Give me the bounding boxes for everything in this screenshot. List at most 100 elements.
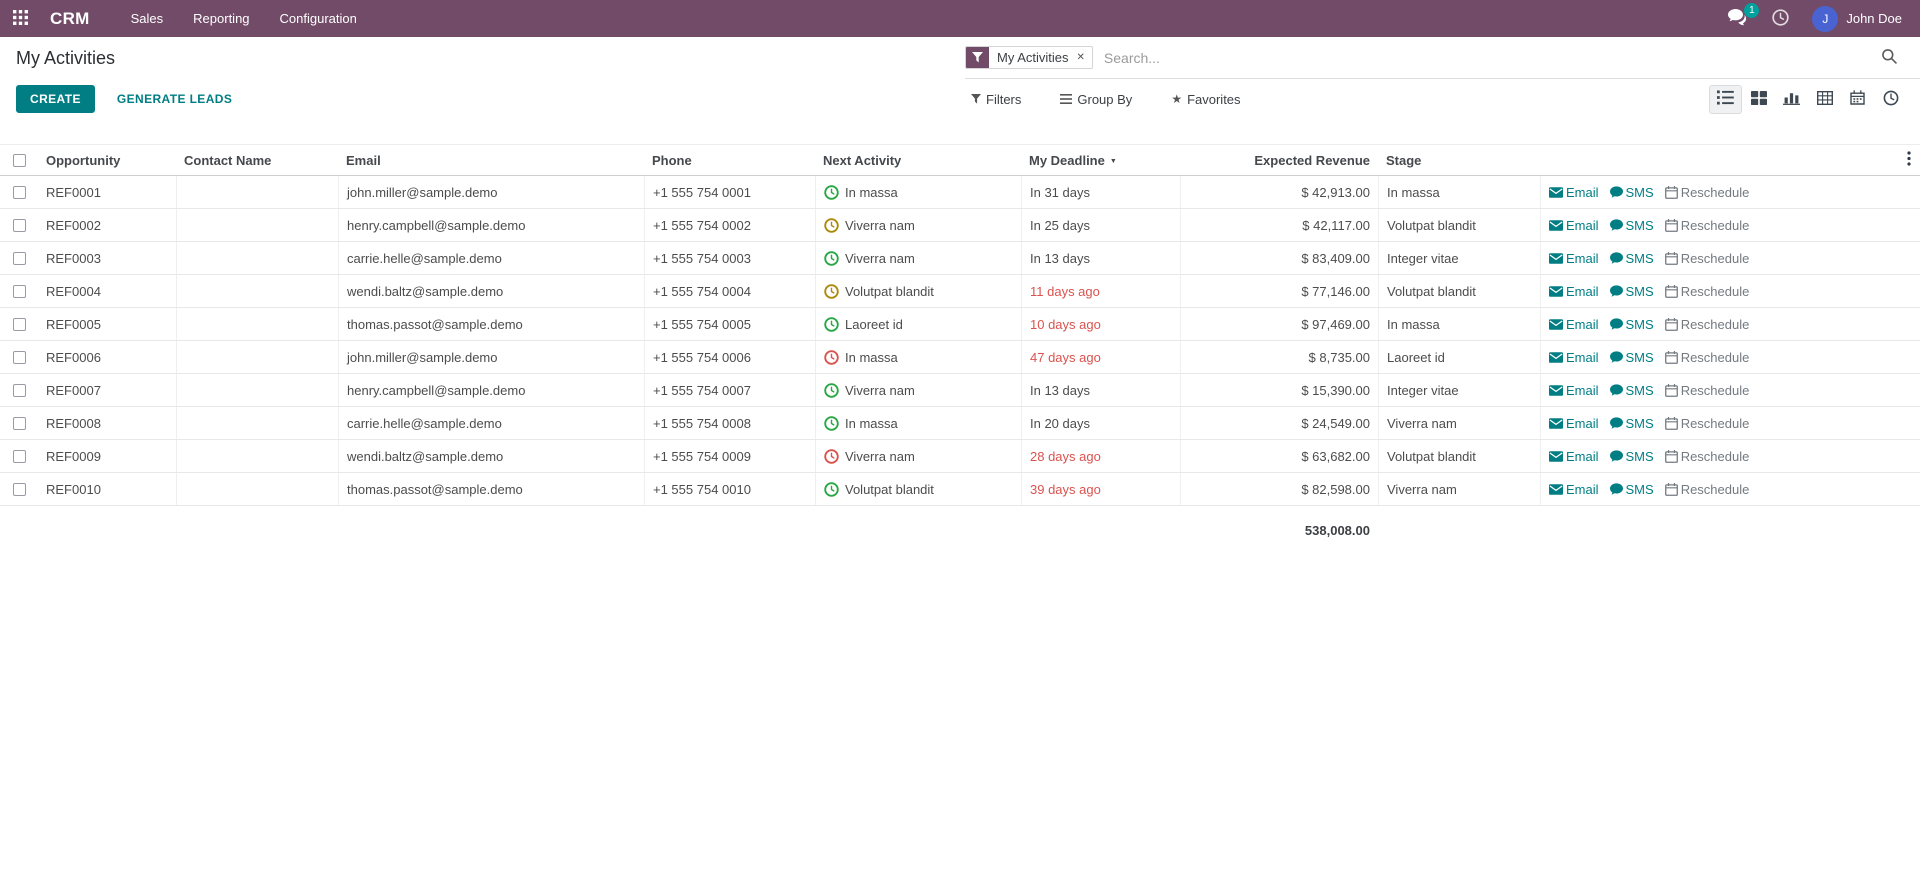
search-input[interactable]: Search... [1103, 49, 1160, 66]
table-row[interactable]: REF0002 henry.campbell@sample.demo +1 55… [0, 209, 1920, 242]
email-cell: henry.campbell@sample.demo [338, 374, 644, 406]
messages-button[interactable]: 1 [1728, 2, 1760, 29]
row-sms-button[interactable]: SMS [1609, 251, 1654, 266]
next-activity-cell[interactable]: Laoreet id [815, 308, 1021, 340]
row-reschedule-button[interactable]: Reschedule [1664, 482, 1749, 497]
row-email-button[interactable]: Email [1549, 383, 1599, 398]
row-sms-button[interactable]: SMS [1609, 350, 1654, 365]
table-row[interactable]: REF0007 henry.campbell@sample.demo +1 55… [0, 374, 1920, 407]
next-activity-cell[interactable]: Viverra nam [815, 374, 1021, 406]
table-row[interactable]: REF0009 wendi.baltz@sample.demo +1 555 7… [0, 440, 1920, 473]
row-checkbox[interactable] [12, 185, 26, 199]
row-reschedule-button[interactable]: Reschedule [1664, 317, 1749, 332]
search-bar[interactable]: My Activities ✕ Search... [965, 37, 1920, 79]
view-switcher-activity[interactable] [1874, 85, 1907, 114]
row-email-button[interactable]: Email [1549, 185, 1599, 200]
row-email-button[interactable]: Email [1549, 350, 1599, 365]
row-checkbox[interactable] [12, 284, 26, 298]
row-checkbox[interactable] [12, 251, 26, 265]
column-header-next-activity[interactable]: Next Activity [823, 152, 902, 168]
row-checkbox[interactable] [12, 416, 26, 430]
row-email-button[interactable]: Email [1549, 416, 1599, 431]
navbar-menu-item[interactable]: Reporting [193, 11, 250, 26]
navbar-menu-item[interactable]: Configuration [279, 11, 357, 26]
row-reschedule-button[interactable]: Reschedule [1664, 449, 1749, 464]
view-switcher-kanban[interactable] [1742, 85, 1775, 114]
view-switcher-calendar[interactable] [1841, 85, 1874, 114]
next-activity-cell[interactable]: Viverra nam [815, 242, 1021, 274]
next-activity-cell[interactable]: Volutpat blandit [815, 275, 1021, 307]
column-header-opportunity[interactable]: Opportunity [46, 152, 121, 168]
row-email-button[interactable]: Email [1549, 449, 1599, 464]
search-icon [1881, 48, 1898, 68]
next-activity-cell[interactable]: In massa [815, 341, 1021, 373]
next-activity-cell[interactable]: In massa [815, 407, 1021, 439]
row-email-button[interactable]: Email [1549, 251, 1599, 266]
row-reschedule-button[interactable]: Reschedule [1664, 218, 1749, 233]
next-activity-cell[interactable]: In massa [815, 176, 1021, 208]
column-header-my-deadline[interactable]: My Deadline ▼ [1029, 152, 1117, 168]
row-reschedule-button[interactable]: Reschedule [1664, 416, 1749, 431]
user-menu[interactable]: J John Doe [1812, 5, 1902, 32]
table-row[interactable]: REF0004 wendi.baltz@sample.demo +1 555 7… [0, 275, 1920, 308]
row-checkbox[interactable] [12, 383, 26, 397]
row-checkbox[interactable] [12, 449, 26, 463]
navbar-menu-item[interactable]: Sales [130, 11, 164, 26]
opportunity-cell: REF0001 [46, 184, 101, 200]
row-sms-button[interactable]: SMS [1609, 449, 1654, 464]
select-all-checkbox[interactable] [12, 153, 26, 167]
row-email-button[interactable]: Email [1549, 284, 1599, 299]
apps-menu-button[interactable] [0, 9, 40, 28]
row-reschedule-button[interactable]: Reschedule [1664, 284, 1749, 299]
activities-button[interactable] [1772, 8, 1790, 29]
column-header-phone[interactable]: Phone [652, 152, 692, 168]
row-sms-button[interactable]: SMS [1609, 185, 1654, 200]
column-header-stage[interactable]: Stage [1386, 152, 1422, 168]
row-email-button[interactable]: Email [1549, 482, 1599, 497]
generate-leads-button[interactable]: GENERATE LEADS [111, 91, 238, 107]
row-sms-button[interactable]: SMS [1609, 284, 1654, 299]
table-row[interactable]: REF0006 john.miller@sample.demo +1 555 7… [0, 341, 1920, 374]
next-activity-cell[interactable]: Volutpat blandit [815, 473, 1021, 505]
row-sms-button[interactable]: SMS [1609, 482, 1654, 497]
row-email-button[interactable]: Email [1549, 218, 1599, 233]
avatar: J [1812, 5, 1839, 32]
optional-columns-button[interactable] [1907, 151, 1911, 169]
row-sms-button[interactable]: SMS [1609, 317, 1654, 332]
view-switcher-graph[interactable] [1775, 85, 1808, 114]
row-sms-button[interactable]: SMS [1609, 218, 1654, 233]
row-checkbox[interactable] [12, 317, 26, 331]
column-header-expected-revenue[interactable]: Expected Revenue [1254, 152, 1370, 168]
table-row[interactable]: REF0008 carrie.helle@sample.demo +1 555 … [0, 407, 1920, 440]
row-sms-button[interactable]: SMS [1609, 416, 1654, 431]
view-switcher-list[interactable] [1709, 84, 1742, 114]
next-activity-cell[interactable]: Viverra nam [815, 440, 1021, 472]
row-checkbox[interactable] [12, 482, 26, 496]
row-reschedule-button[interactable]: Reschedule [1664, 350, 1749, 365]
row-reschedule-button[interactable]: Reschedule [1664, 185, 1749, 200]
row-checkbox[interactable] [12, 350, 26, 364]
create-button[interactable]: CREATE [16, 85, 95, 113]
column-header-email[interactable]: Email [346, 152, 381, 168]
filters-menu[interactable]: Filters [965, 91, 1027, 108]
column-header-contact-name[interactable]: Contact Name [184, 152, 272, 168]
table-row[interactable]: REF0003 carrie.helle@sample.demo +1 555 … [0, 242, 1920, 275]
row-reschedule-button[interactable]: Reschedule [1664, 251, 1749, 266]
phone-cell: +1 555 754 0005 [644, 308, 815, 340]
expected-revenue-total: 538,008.00 [1304, 522, 1370, 538]
activity-clock-icon [824, 448, 839, 464]
facet-remove-button[interactable]: ✕ [1076, 52, 1085, 63]
table-row[interactable]: REF0010 thomas.passot@sample.demo +1 555… [0, 473, 1920, 506]
search-button[interactable] [1875, 47, 1904, 69]
view-switcher-pivot[interactable] [1808, 85, 1841, 114]
group-by-menu[interactable]: Group By [1054, 91, 1138, 108]
row-email-button[interactable]: Email [1549, 317, 1599, 332]
table-row[interactable]: REF0001 john.miller@sample.demo +1 555 7… [0, 176, 1920, 209]
favorites-menu[interactable]: ★ Favorites [1165, 91, 1246, 108]
expected-revenue-cell: $ 42,913.00 [1180, 176, 1378, 208]
row-sms-button[interactable]: SMS [1609, 383, 1654, 398]
table-row[interactable]: REF0005 thomas.passot@sample.demo +1 555… [0, 308, 1920, 341]
row-reschedule-button[interactable]: Reschedule [1664, 383, 1749, 398]
next-activity-cell[interactable]: Viverra nam [815, 209, 1021, 241]
row-checkbox[interactable] [12, 218, 26, 232]
